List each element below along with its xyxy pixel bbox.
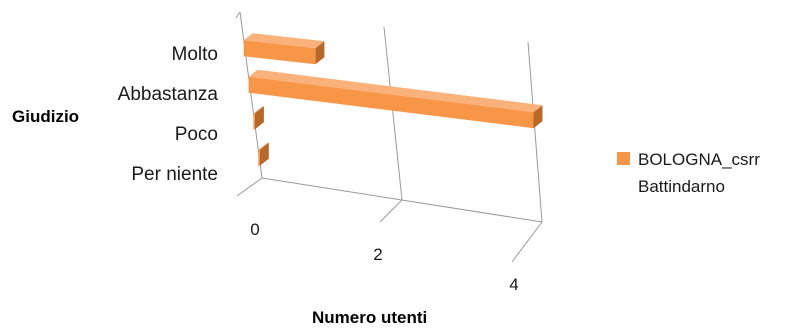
bar-side-face — [259, 142, 269, 166]
bar-front-face — [258, 149, 260, 166]
legend-label-line-1: BOLOGNA_csrr — [638, 150, 760, 169]
x-axis-title: Numero utenti — [312, 308, 427, 327]
x-tick-label: 0 — [250, 220, 259, 239]
gridline — [527, 41, 543, 223]
gridline — [383, 26, 403, 201]
bar-top-face — [243, 33, 325, 49]
bar-side-face — [315, 41, 325, 65]
floor-mid-edge — [379, 199, 403, 223]
x-tick-labels: 0 2 4 — [250, 220, 518, 294]
y-axis-title: Giudizio — [12, 107, 79, 126]
bar-top-face — [258, 142, 269, 150]
bars — [243, 33, 543, 166]
category-label: Abbastanza — [118, 84, 219, 105]
category-label: Per niente — [131, 164, 218, 185]
bar-front-face — [253, 113, 255, 130]
x-tick-label: 2 — [373, 245, 382, 264]
legend-label-line-2: Battindarno — [638, 177, 725, 196]
legend-swatch — [617, 152, 630, 165]
floor-left-edge — [236, 177, 263, 197]
category-label: Molto — [172, 44, 218, 65]
legend: BOLOGNA_csrr Battindarno — [617, 150, 760, 196]
category-label: Poco — [175, 124, 218, 145]
bar-side-face — [533, 105, 543, 129]
category-labels: Molto Abbastanza Poco Per niente — [118, 44, 219, 185]
bar-top-face — [248, 69, 543, 113]
bar-side-face — [254, 106, 264, 130]
bar-front-face — [243, 40, 316, 65]
floor-right-edge — [511, 221, 543, 263]
bar-top-face — [253, 106, 264, 114]
wall-top-edge — [235, 11, 241, 19]
x-tick-label: 4 — [509, 275, 518, 294]
bar-front-face — [248, 76, 534, 129]
